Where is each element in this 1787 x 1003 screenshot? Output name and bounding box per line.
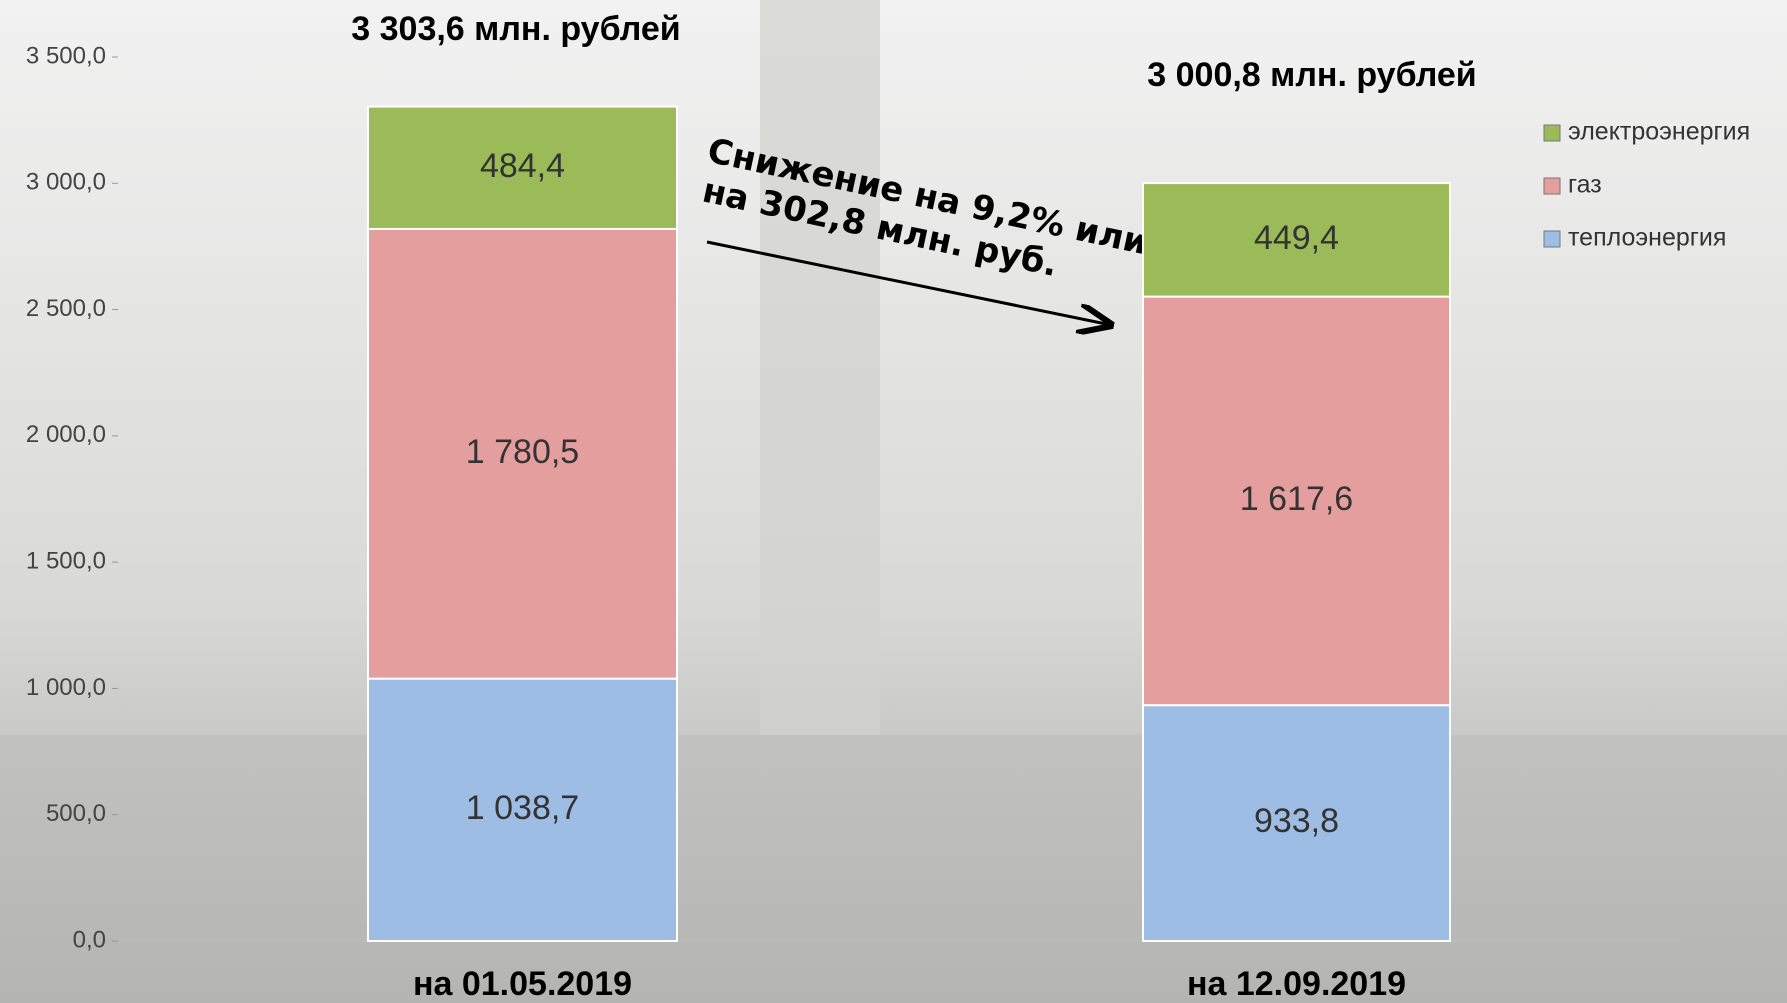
bar-segment [1142,704,1451,942]
y-tick-label: 2 000,0 [26,421,106,448]
legend-label: газ [1568,171,1602,199]
total-label: 3 000,8 млн. рублей [1147,56,1476,94]
bar-segment [367,105,678,230]
value-label: 933,8 [1254,802,1339,840]
x-tick-label: на 12.09.2019 [1187,965,1406,1003]
legend-swatch [1543,230,1561,248]
value-label: 1 780,5 [466,433,579,471]
y-tick-label: 500,0 [46,800,106,827]
legend-swatch [1543,177,1561,195]
y-tick-label: 3 500,0 [26,42,106,69]
bar-segment [367,227,678,680]
legend-label: теплоэнергия [1568,224,1726,252]
arrow [706,240,1111,325]
legend-swatch [1543,124,1561,142]
total-label: 3 303,6 млн. рублей [351,10,680,48]
background-tower [760,0,880,735]
bar-segment [1142,182,1451,298]
value-label: 449,4 [1254,219,1339,257]
background-building [0,735,1787,1003]
x-tick-label: на 01.05.2019 [413,965,632,1003]
y-tick-label: 2 500,0 [26,295,106,322]
bar-segment [1142,295,1451,707]
legend-label: электроэнергия [1568,118,1750,146]
y-tick-label: 3 000,0 [26,169,106,196]
value-label: 1 038,7 [466,789,579,827]
value-label: 484,4 [480,147,565,185]
y-tick-label: 1 000,0 [26,674,106,701]
y-tick-label: 0,0 [73,926,106,953]
value-label: 1 617,6 [1240,480,1353,518]
y-tick-label: 1 500,0 [26,547,106,574]
